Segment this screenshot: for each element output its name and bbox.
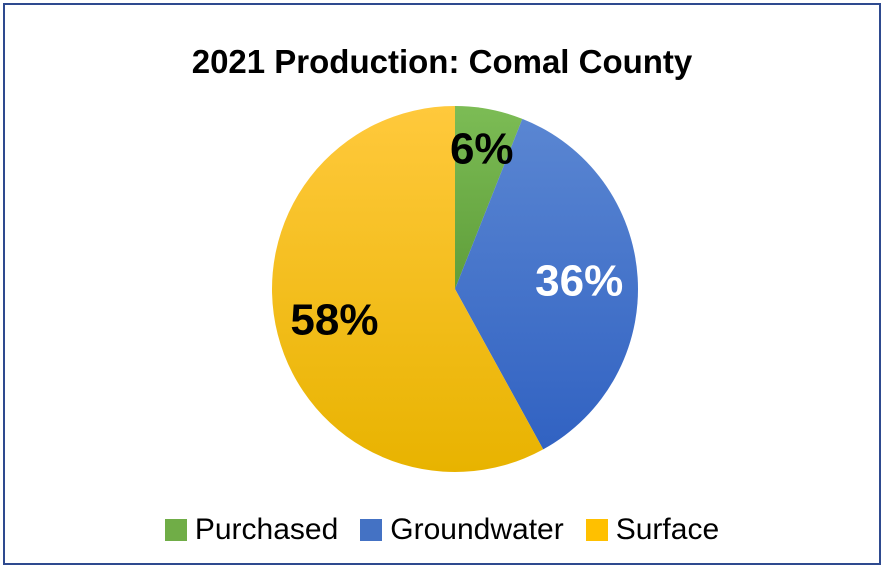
data-label-groundwater: 36% [535,257,623,306]
legend-swatch-groundwater [360,519,383,541]
legend-label-surface: Surface [615,513,720,546]
chart-title: 2021 Production: Comal County [191,43,693,80]
pie-slice-purchased [455,106,523,289]
legend-swatch-surface [585,519,608,541]
legend-label-purchased: Purchased [194,513,339,546]
legend-swatch-purchased [164,519,187,541]
pie-slice-groundwater [455,118,638,450]
data-label-surface: 58% [290,295,378,344]
legend-item-purchased: Purchased [164,513,339,547]
legend-item-surface: Surface [585,513,720,547]
legend: Purchased Groundwater Surface [5,513,879,547]
pie-data-labels: 6% 36% 58% [290,124,623,344]
pie-slice-surface [272,106,544,472]
pie-chart: 6% 36% 58% [272,106,638,472]
data-label-purchased: 6% [450,124,514,173]
legend-item-groundwater: Groundwater [360,513,564,547]
pie-slices [272,106,638,472]
legend-label-groundwater: Groundwater [390,513,564,546]
chart-frame: 2021 Production: Comal County 6% 36% 58% P… [3,3,881,565]
